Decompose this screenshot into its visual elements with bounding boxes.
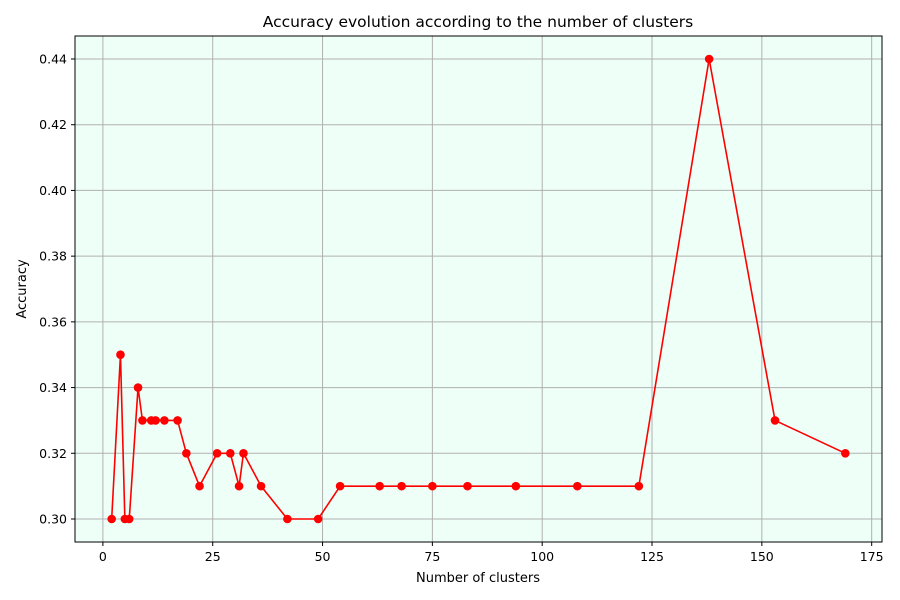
x-tick-label: 150: [750, 549, 774, 564]
chart-title: Accuracy evolution according to the numb…: [263, 13, 693, 31]
data-point-marker: [239, 448, 248, 458]
y-tick-label: 0.40: [39, 183, 67, 198]
data-point-marker: [107, 514, 116, 524]
data-point-marker: [151, 416, 160, 425]
y-tick-label: 0.30: [39, 512, 67, 527]
data-point-marker: [283, 514, 292, 524]
data-point-marker: [511, 481, 521, 491]
data-point-marker: [463, 481, 472, 491]
x-tick-label: 125: [640, 549, 664, 564]
y-axis-title: Accuracy: [15, 259, 30, 319]
data-point-marker: [195, 481, 204, 491]
data-point-marker: [182, 448, 191, 458]
series-line: [110, 58, 846, 520]
data-point-marker: [375, 481, 384, 491]
data-point-marker: [704, 54, 714, 64]
y-tick-label: 0.42: [39, 117, 67, 132]
data-point-marker: [841, 448, 850, 458]
data-point-marker: [212, 448, 222, 458]
data-point-marker: [138, 416, 147, 425]
x-tick-label: 50: [315, 549, 331, 564]
data-point-marker: [133, 383, 143, 392]
data-point-marker: [634, 481, 644, 491]
y-tick-label: 0.44: [39, 52, 67, 67]
data-point-marker: [397, 481, 406, 491]
x-axis-title: Number of clusters: [416, 571, 540, 586]
data-point-marker: [234, 481, 244, 491]
x-tick-label: 75: [424, 549, 440, 564]
data-point-marker: [335, 481, 345, 491]
axis-ticks: 0 25 50 75 100 125 150 175 0.30 0.32 0.34 0.36 0.38 0…: [39, 52, 883, 565]
data-point-marker: [225, 448, 235, 458]
data-point-marker: [313, 514, 323, 524]
data-point-marker: [770, 416, 780, 425]
x-tick-label: 0: [99, 549, 107, 564]
data-point-marker: [116, 350, 125, 360]
grid-lines: [75, 36, 882, 542]
data-point-marker: [173, 416, 182, 425]
y-tick-label: 0.38: [39, 249, 67, 264]
x-tick-label: 175: [860, 549, 884, 564]
data-point-marker: [573, 481, 582, 491]
data-series: [107, 54, 850, 524]
y-tick-label: 0.32: [39, 446, 67, 461]
y-tick-label: 0.34: [39, 380, 67, 395]
plot-area: [75, 36, 882, 542]
y-tick-label: 0.36: [39, 314, 67, 329]
data-point-marker: [256, 481, 266, 491]
x-tick-label: 25: [205, 549, 221, 564]
data-point-marker: [124, 514, 134, 524]
plot-frame: [74, 35, 883, 543]
x-tick-label: 100: [530, 549, 554, 564]
data-point-marker: [428, 481, 437, 491]
data-point-marker: [160, 416, 169, 425]
